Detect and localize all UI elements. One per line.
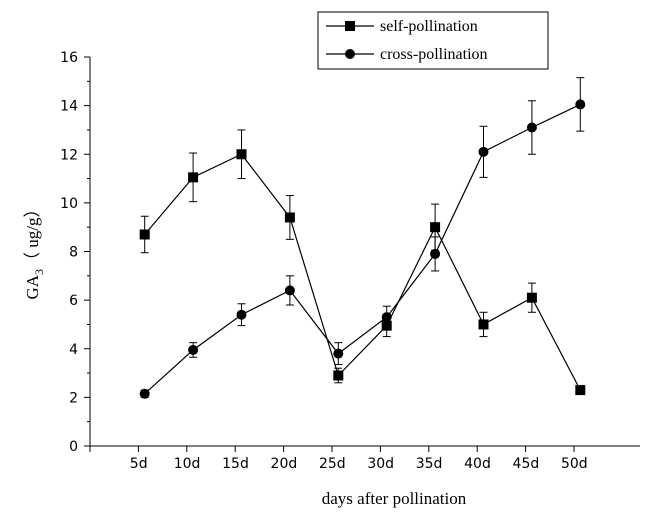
x-tick-label-45d: 45d [513,456,540,472]
x-tick-label-15d: 15d [222,456,249,472]
data-point-circle [284,285,295,296]
x-tick-label-20d: 20d [271,456,298,472]
data-point-circle [478,146,489,157]
data-point-square [526,292,537,303]
x-tick-label-5d: 5d [130,456,148,472]
x-axis-label: days after pollination [322,489,467,508]
data-point-circle [430,248,441,259]
legend-label-cross-pollination: cross-pollination [380,46,488,63]
y-tick-label-14: 14 [60,99,78,115]
y-tick-label-10: 10 [60,196,78,212]
x-tick-label-50d: 50d [561,456,588,472]
series-cross-pollination [139,77,586,399]
legend-marker-circle [345,49,355,59]
y-tick-label-12: 12 [60,147,78,163]
data-point-circle [188,344,199,355]
series-line-self-pollination [144,153,581,391]
legend-box [317,11,549,70]
data-point-circle [575,99,586,110]
data-point-circle [139,388,150,399]
axes [84,56,640,452]
x-tick-label-40d: 40d [464,456,491,472]
y-tick-label-8: 8 [69,245,78,261]
legend-label-self-pollination: self-pollination [380,18,478,35]
data-point-circle [526,122,537,133]
data-point-square [139,229,150,240]
y-axis-label: GA3（ ug/g） [23,200,46,299]
data-point-square [284,212,295,223]
data-point-square [575,385,586,396]
x-tick-label-10d: 10d [174,456,201,472]
series-line-cross-pollination [144,103,581,395]
data-point-square [333,370,344,381]
data-point-square [188,172,199,183]
series-self-pollination [139,129,586,396]
data-point-circle [236,309,247,320]
y-tick-label-16: 16 [60,50,78,66]
x-tick-label-35d: 35d [416,456,443,472]
data-point-square [236,149,247,160]
tick-labels: 0 2 4 6 8 10 12 14 16 5d 10d 15d 20d 25d 30d 35d 40d 45d 5… [60,50,587,472]
legend: self-pollination cross-pollination [317,11,549,70]
y-tick-label-2: 2 [69,390,78,406]
data-point-square [478,319,489,330]
series-layer [139,77,586,399]
x-tick-label-25d: 25d [319,456,346,472]
data-point-square [430,222,441,233]
data-point-circle [333,348,344,359]
y-tick-label-6: 6 [69,293,78,309]
data-point-circle [381,312,392,323]
y-tick-label-4: 4 [69,342,78,358]
y-tick-label-0: 0 [69,439,78,455]
legend-marker-square [345,21,355,31]
x-tick-label-30d: 30d [367,456,394,472]
